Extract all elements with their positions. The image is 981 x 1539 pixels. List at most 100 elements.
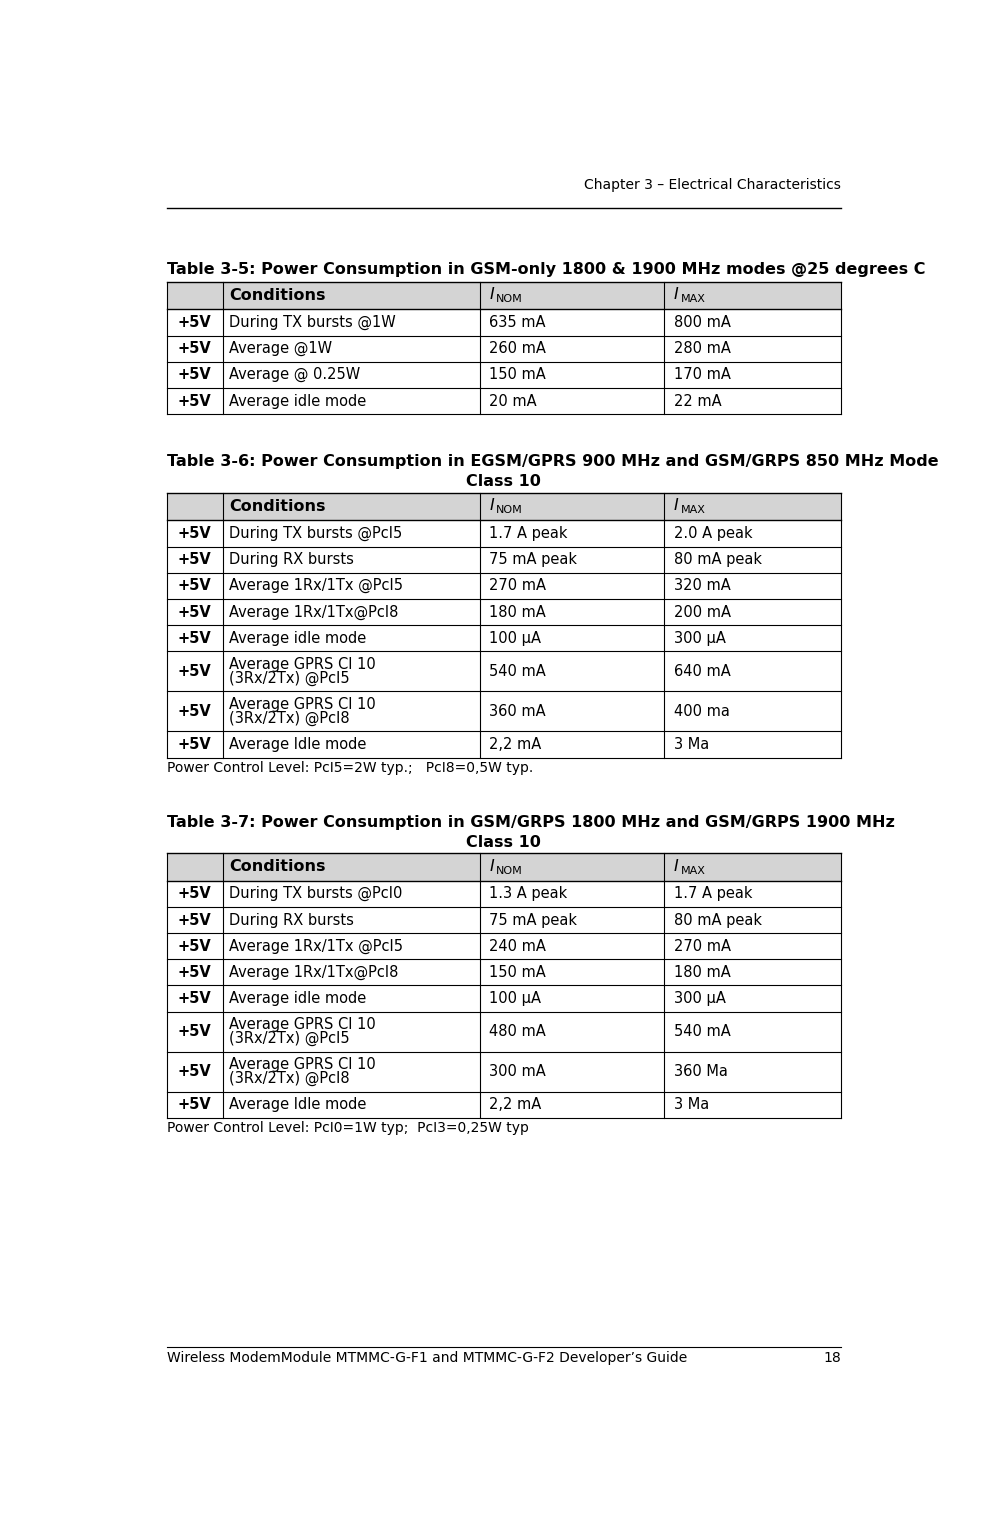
Text: (3Rx/2Tx) @PcI8: (3Rx/2Tx) @PcI8 [229, 711, 349, 726]
Text: Average @ 0.25W: Average @ 0.25W [229, 368, 360, 383]
Text: Average Idle mode: Average Idle mode [229, 1097, 366, 1113]
Text: 640 mA: 640 mA [674, 663, 731, 679]
Text: 80 mA peak: 80 mA peak [674, 553, 761, 568]
Text: Class 10: Class 10 [467, 834, 542, 850]
Text: 100 μA: 100 μA [490, 991, 542, 1007]
Text: 1.7 A peak: 1.7 A peak [490, 526, 568, 542]
Text: 2,2 mA: 2,2 mA [490, 737, 542, 753]
Text: 300 mA: 300 mA [490, 1065, 546, 1079]
Text: 2,2 mA: 2,2 mA [490, 1097, 542, 1113]
Text: 240 mA: 240 mA [490, 939, 546, 954]
Text: +5V: +5V [178, 965, 212, 980]
Text: 1.7 A peak: 1.7 A peak [674, 886, 752, 902]
Bar [167, 731, 841, 757]
Text: Power Control Level: PcI0=1W typ;  PcI3=0,25W typ: Power Control Level: PcI0=1W typ; PcI3=0… [167, 1120, 529, 1134]
Text: Average GPRS CI 10: Average GPRS CI 10 [229, 1017, 376, 1033]
Text: 280 mA: 280 mA [674, 342, 731, 356]
Text: NOM: NOM [496, 505, 523, 516]
Text: 18: 18 [823, 1351, 841, 1365]
Bar [167, 362, 841, 388]
Text: +5V: +5V [178, 913, 212, 928]
Bar [167, 573, 841, 599]
Text: Average GPRS CI 10: Average GPRS CI 10 [229, 1057, 376, 1073]
Text: Table 3-6: Power Consumption in EGSM/GPRS 900 MHz and GSM/GRPS 850 MHz Mode: Table 3-6: Power Consumption in EGSM/GPR… [167, 454, 939, 469]
Text: 75 mA peak: 75 mA peak [490, 553, 577, 568]
Text: +5V: +5V [178, 553, 212, 568]
Text: 270 mA: 270 mA [490, 579, 546, 594]
Bar [167, 651, 841, 691]
Bar [167, 1051, 841, 1091]
Text: Average Idle mode: Average Idle mode [229, 737, 366, 753]
Text: 360 Ma: 360 Ma [674, 1065, 728, 1079]
Text: Conditions: Conditions [229, 499, 326, 514]
Text: 270 mA: 270 mA [674, 939, 731, 954]
Text: Average GPRS CI 10: Average GPRS CI 10 [229, 697, 376, 713]
Text: Class 10: Class 10 [467, 474, 542, 489]
Text: 20 mA: 20 mA [490, 394, 537, 408]
Text: Wireless ModemModule MTMMC-G-F1 and MTMMC-G-F2 Developer’s Guide: Wireless ModemModule MTMMC-G-F1 and MTMM… [167, 1351, 687, 1365]
Text: Table 3-7: Power Consumption in GSM/GRPS 1800 MHz and GSM/GRPS 1900 MHz: Table 3-7: Power Consumption in GSM/GRPS… [167, 814, 895, 830]
Text: 300 μA: 300 μA [674, 991, 726, 1007]
Text: 150 mA: 150 mA [490, 368, 546, 382]
Text: 480 mA: 480 mA [490, 1023, 546, 1039]
Text: +5V: +5V [178, 663, 212, 679]
Text: Average 1Rx/1Tx@PcI8: Average 1Rx/1Tx@PcI8 [229, 605, 398, 620]
Bar [167, 1091, 841, 1117]
Text: I: I [490, 288, 494, 302]
Text: 540 mA: 540 mA [674, 1023, 731, 1039]
Text: Average @1W: Average @1W [229, 342, 332, 357]
Text: Average 1Rx/1Tx @PcI5: Average 1Rx/1Tx @PcI5 [229, 579, 403, 594]
Bar [167, 933, 841, 959]
Text: Conditions: Conditions [229, 288, 326, 303]
Text: +5V: +5V [178, 1097, 212, 1113]
Text: 260 mA: 260 mA [490, 342, 546, 356]
Text: Power Control Level: PcI5=2W typ.;   PcI8=0,5W typ.: Power Control Level: PcI5=2W typ.; PcI8=… [167, 760, 533, 774]
Text: I: I [674, 499, 679, 514]
Text: 3 Ma: 3 Ma [674, 737, 709, 753]
Text: During TX bursts @1W: During TX bursts @1W [229, 315, 395, 329]
Bar [167, 880, 841, 906]
Text: 75 mA peak: 75 mA peak [490, 913, 577, 928]
Text: +5V: +5V [178, 368, 212, 382]
Bar [167, 309, 841, 336]
Text: 200 mA: 200 mA [674, 605, 731, 620]
Text: +5V: +5V [178, 315, 212, 329]
Text: (3Rx/2Tx) @PcI5: (3Rx/2Tx) @PcI5 [229, 671, 349, 686]
Text: Chapter 3 – Electrical Characteristics: Chapter 3 – Electrical Characteristics [584, 179, 841, 192]
Text: 320 mA: 320 mA [674, 579, 731, 594]
Text: 800 mA: 800 mA [674, 315, 731, 329]
Text: I: I [490, 859, 494, 874]
Text: +5V: +5V [178, 605, 212, 620]
Text: I: I [674, 288, 679, 302]
Text: During TX bursts @PcI0: During TX bursts @PcI0 [229, 886, 402, 902]
Text: 360 mA: 360 mA [490, 703, 545, 719]
Text: 300 μA: 300 μA [674, 631, 726, 646]
Bar [167, 985, 841, 1011]
Bar [167, 336, 841, 362]
Bar [167, 691, 841, 731]
Text: 540 mA: 540 mA [490, 663, 546, 679]
Bar [167, 492, 841, 520]
Text: Average GPRS CI 10: Average GPRS CI 10 [229, 657, 376, 673]
Bar [167, 853, 841, 880]
Text: 1.3 A peak: 1.3 A peak [490, 886, 567, 902]
Text: MAX: MAX [681, 505, 705, 516]
Bar [167, 282, 841, 309]
Text: 80 mA peak: 80 mA peak [674, 913, 761, 928]
Text: 150 mA: 150 mA [490, 965, 546, 980]
Text: 400 ma: 400 ma [674, 703, 730, 719]
Text: +5V: +5V [178, 526, 212, 542]
Text: +5V: +5V [178, 1065, 212, 1079]
Text: +5V: +5V [178, 394, 212, 408]
Text: +5V: +5V [178, 939, 212, 954]
Bar [167, 906, 841, 933]
Text: 22 mA: 22 mA [674, 394, 721, 408]
Text: Average 1Rx/1Tx@PcI8: Average 1Rx/1Tx@PcI8 [229, 965, 398, 980]
Bar [167, 959, 841, 985]
Text: 3 Ma: 3 Ma [674, 1097, 709, 1113]
Text: +5V: +5V [178, 991, 212, 1007]
Text: During RX bursts: During RX bursts [229, 913, 354, 928]
Text: MAX: MAX [681, 866, 705, 876]
Text: (3Rx/2Tx) @PcI8: (3Rx/2Tx) @PcI8 [229, 1071, 349, 1087]
Text: +5V: +5V [178, 886, 212, 902]
